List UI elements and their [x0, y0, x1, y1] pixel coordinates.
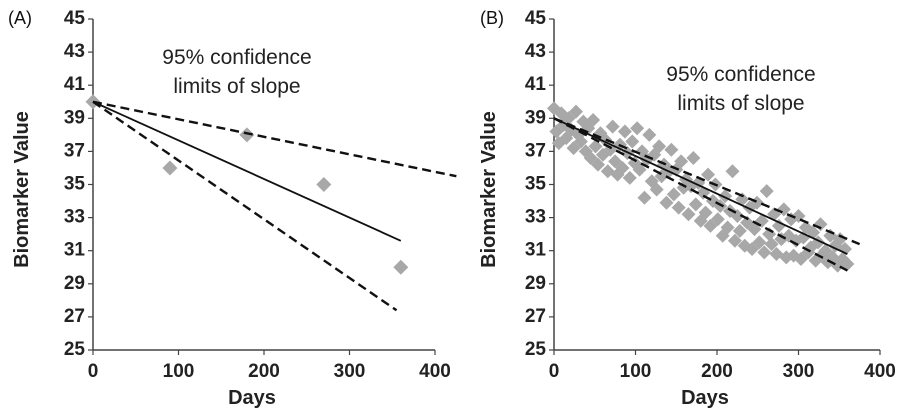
- y-tick-label: 29: [525, 273, 546, 294]
- regression-line: [92, 100, 402, 242]
- data-point: [688, 197, 703, 212]
- annotation-line: 95% confidence: [162, 46, 311, 69]
- data-point: [720, 220, 735, 235]
- data-point: [771, 218, 786, 233]
- data-point: [649, 182, 664, 197]
- data-point: [752, 235, 767, 250]
- y-tick-label: 33: [525, 207, 546, 228]
- y-tick-label: 45: [525, 8, 547, 29]
- data-point: [659, 195, 674, 210]
- y-tick-label: 29: [64, 273, 85, 294]
- confidence-upper-line: [92, 100, 457, 178]
- y-tick-label: 41: [64, 74, 86, 95]
- data-point: [239, 127, 255, 143]
- data-point: [757, 245, 772, 260]
- y-tick-label: 43: [525, 41, 546, 62]
- x-tick-label: 0: [88, 361, 99, 382]
- y-tick-label: 31: [525, 240, 547, 261]
- data-point: [393, 259, 409, 275]
- data-point: [588, 139, 603, 154]
- x-tick-label: 200: [701, 361, 733, 382]
- x-tick-label: 100: [163, 361, 195, 382]
- data-point: [837, 242, 852, 257]
- x-axis-title: Days: [681, 387, 729, 409]
- chart-panel: (A) 25 27 29 31 33 35 37 39 41 43 45 0 100 200 300 400 Da…: [8, 8, 457, 409]
- data-point: [759, 184, 774, 199]
- y-tick-label: 35: [525, 174, 547, 195]
- data-point: [664, 142, 679, 157]
- data-point: [686, 151, 701, 166]
- x-tick-label: 0: [549, 361, 560, 382]
- data-point: [591, 157, 606, 172]
- data-point: [796, 230, 811, 245]
- data-point: [586, 112, 601, 127]
- data-point: [727, 233, 742, 248]
- data-point: [701, 167, 716, 182]
- data-point: [698, 205, 713, 220]
- data-point: [725, 164, 740, 179]
- data-point: [569, 104, 584, 119]
- y-tick-label: 39: [525, 107, 546, 128]
- y-tick-label: 31: [64, 240, 86, 261]
- annotation-line: limits of slope: [173, 75, 300, 98]
- x-tick-label: 300: [334, 361, 366, 382]
- y-tick-label: 39: [64, 107, 85, 128]
- annotation-line: 95% confidence: [666, 63, 815, 86]
- y-tick-label: 45: [64, 8, 86, 29]
- annotation-line: limits of slope: [677, 92, 804, 115]
- y-tick-label: 41: [525, 74, 547, 95]
- y-axis-title: Biomarker Value: [478, 111, 500, 268]
- data-point: [617, 124, 632, 139]
- data-point: [818, 243, 833, 258]
- panel-label: (A): [8, 8, 32, 28]
- y-tick-label: 27: [64, 306, 85, 327]
- data-point: [573, 134, 588, 149]
- data-point: [671, 200, 686, 215]
- y-tick-label: 37: [525, 140, 546, 161]
- data-point: [747, 222, 762, 237]
- data-point: [549, 124, 564, 139]
- x-tick-label: 100: [620, 361, 652, 382]
- chart-panel: (B) 25 27 29 31 33 35 37 39 41 43 45 0 100 200 300 400 Da…: [478, 8, 896, 409]
- y-tick-label: 37: [64, 140, 85, 161]
- y-tick-label: 25: [64, 339, 86, 360]
- data-point: [642, 127, 657, 142]
- data-point: [786, 248, 801, 263]
- data-point: [632, 162, 647, 177]
- data-point: [764, 237, 779, 252]
- data-point: [652, 139, 667, 154]
- data-point: [637, 190, 652, 205]
- confidence-lower-line: [92, 100, 398, 312]
- data-point: [605, 119, 620, 134]
- y-tick-label: 35: [64, 174, 86, 195]
- data-point: [833, 232, 848, 247]
- data-point: [769, 247, 784, 262]
- y-axis-title: Biomarker Value: [11, 111, 33, 268]
- y-tick-label: 43: [64, 41, 85, 62]
- data-point: [674, 154, 689, 169]
- data-point: [625, 134, 640, 149]
- y-tick-label: 27: [525, 306, 546, 327]
- data-point: [681, 207, 696, 222]
- y-tick-label: 33: [64, 207, 85, 228]
- data-point: [162, 160, 178, 176]
- data-point: [776, 202, 791, 217]
- data-point: [622, 170, 637, 185]
- y-tick-label: 25: [525, 339, 547, 360]
- x-tick-label: 300: [783, 361, 815, 382]
- data-point: [316, 177, 332, 192]
- regression-line: [553, 117, 848, 255]
- data-point: [615, 160, 630, 175]
- data-point: [710, 212, 725, 227]
- data-point: [732, 223, 747, 238]
- panel-label: (B): [480, 8, 504, 28]
- data-point: [630, 121, 645, 136]
- x-tick-label: 400: [864, 361, 896, 382]
- x-tick-label: 400: [419, 361, 451, 382]
- x-tick-label: 200: [248, 361, 280, 382]
- x-axis-title: Days: [228, 387, 276, 409]
- data-point: [666, 187, 681, 202]
